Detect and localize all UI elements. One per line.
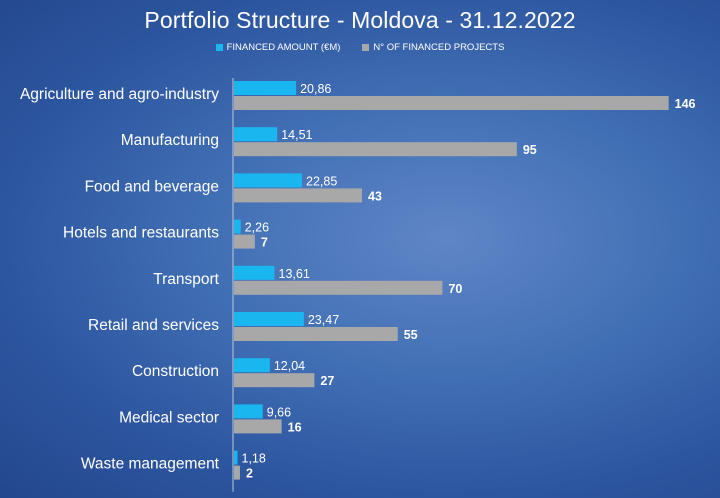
bar-financed-projects (234, 327, 398, 341)
category-label: Manufacturing (121, 132, 219, 149)
data-label-financed-amount: 12,04 (274, 359, 305, 373)
category-label: Hotels and restaurants (63, 225, 219, 242)
data-label-financed-projects: 70 (448, 282, 462, 296)
bar-financed-projects (234, 142, 517, 157)
data-label-financed-amount: 2,26 (245, 221, 269, 235)
bar-financed-projects (234, 465, 240, 480)
data-label-financed-projects: 146 (675, 97, 696, 111)
data-label-financed-projects: 43 (368, 189, 382, 203)
data-label-financed-projects: 2 (246, 467, 253, 481)
data-label-financed-projects: 95 (523, 143, 537, 157)
bar-financed-amount (234, 219, 241, 234)
data-label-financed-amount: 22,85 (306, 174, 337, 188)
bar-financed-projects (234, 373, 315, 388)
data-label-financed-projects: 16 (288, 420, 302, 434)
category-label: Retail and services (88, 317, 219, 334)
data-label-financed-amount: 20,86 (300, 82, 331, 96)
bar-financed-projects (234, 96, 669, 110)
bar-financed-amount (234, 404, 263, 419)
bar-financed-amount (234, 312, 304, 326)
legend-label-financed-amount: FINANCED AMOUNT (€M) (226, 42, 341, 53)
bar-financed-amount (234, 81, 297, 95)
legend-label-financed-projects: N° OF FINANCED PROJECTS (373, 42, 505, 53)
data-label-financed-amount: 13,61 (279, 267, 310, 281)
legend-swatch-financed-amount (215, 44, 223, 51)
bar-financed-projects (234, 188, 363, 203)
legend-item-financed-amount: FINANCED AMOUNT (€M) (215, 42, 341, 53)
legend-swatch-financed-projects (362, 44, 370, 51)
category-label: Waste management (81, 456, 220, 473)
data-label-financed-amount: 9,66 (267, 405, 291, 419)
category-label: Transport (153, 271, 219, 288)
bar-financed-amount (234, 265, 275, 280)
data-label-financed-projects: 55 (404, 328, 418, 342)
chart-title: Portfolio Structure - Moldova - 31.12.20… (144, 7, 576, 33)
bar-financed-amount (234, 358, 270, 373)
bar-financed-projects (234, 234, 255, 249)
category-label: Construction (132, 363, 219, 380)
bar-financed-amount (234, 127, 278, 142)
chart-legend: FINANCED AMOUNT (€M) N° OF FINANCED PROJ… (0, 42, 720, 53)
category-label: Food and beverage (85, 178, 219, 195)
data-label-financed-amount: 1,18 (242, 452, 266, 466)
bar-financed-amount (234, 450, 238, 465)
bar-financed-amount (234, 173, 303, 188)
category-label: Medical sector (119, 409, 219, 426)
bar-financed-projects (234, 280, 443, 295)
data-label-financed-amount: 23,47 (308, 313, 339, 327)
data-label-financed-amount: 14,51 (281, 128, 312, 142)
category-label: Agriculture and agro-industry (20, 86, 219, 103)
bar-financed-projects (234, 419, 282, 434)
legend-item-financed-projects: N° OF FINANCED PROJECTS (362, 42, 504, 53)
data-label-financed-projects: 27 (320, 374, 334, 388)
data-label-financed-projects: 7 (261, 236, 268, 250)
